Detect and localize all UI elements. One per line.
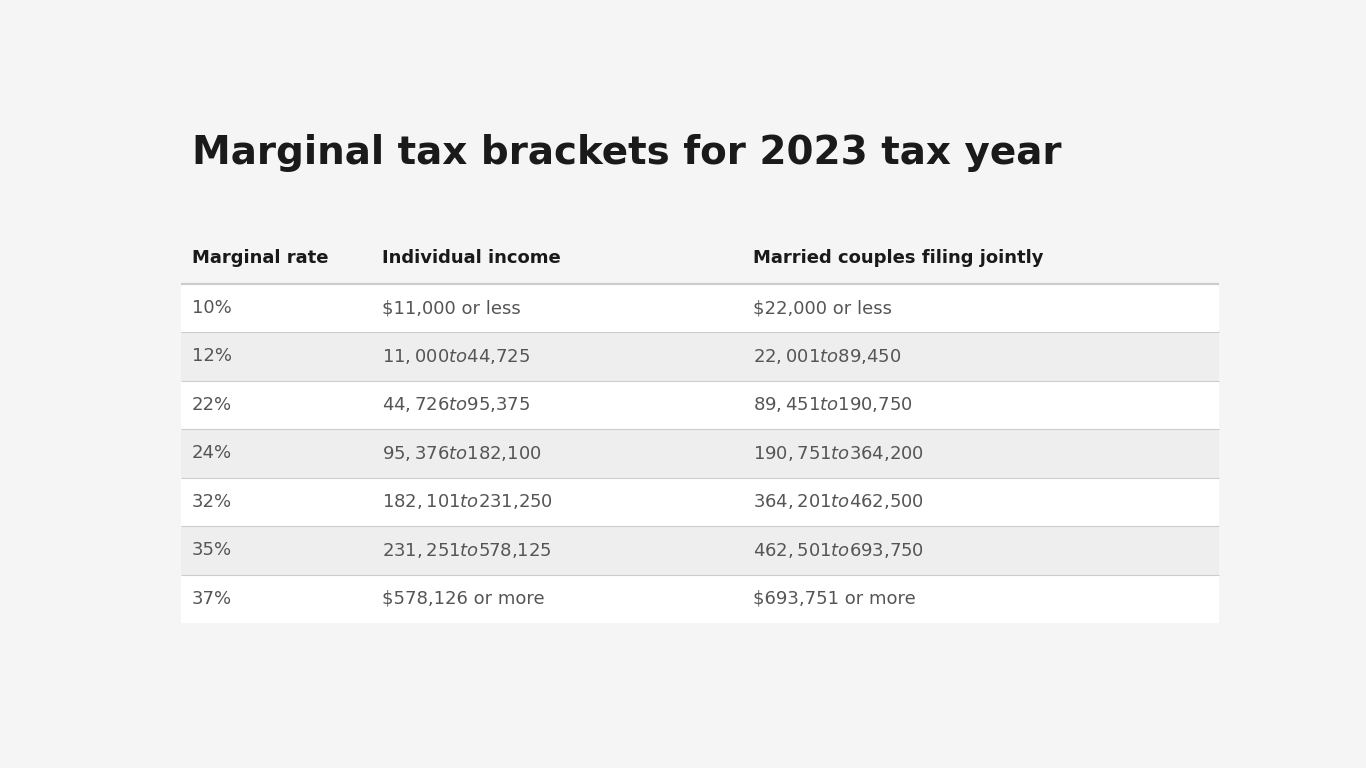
Text: Individual income: Individual income (382, 249, 561, 266)
Text: 22%: 22% (191, 396, 232, 414)
Text: $182,101 to $231,250: $182,101 to $231,250 (382, 492, 553, 511)
Text: 24%: 24% (191, 445, 232, 462)
Text: Marginal rate: Marginal rate (191, 249, 328, 266)
Text: 35%: 35% (191, 541, 232, 559)
Text: Married couples filing jointly: Married couples filing jointly (753, 249, 1044, 266)
Text: $693,751 or more: $693,751 or more (753, 590, 915, 608)
Text: $11,000 or less: $11,000 or less (382, 299, 522, 317)
FancyBboxPatch shape (182, 574, 1218, 623)
Text: $89,451 to $190,750: $89,451 to $190,750 (753, 396, 912, 415)
Text: $190,751 to $364,200: $190,751 to $364,200 (753, 444, 923, 463)
Text: $44,726 to $95,375: $44,726 to $95,375 (382, 396, 530, 415)
Text: 32%: 32% (191, 493, 232, 511)
Text: $11,000 to $44,725: $11,000 to $44,725 (382, 347, 530, 366)
Text: $462,501 to $693,750: $462,501 to $693,750 (753, 541, 923, 560)
Text: $22,001 to $89,450: $22,001 to $89,450 (753, 347, 902, 366)
Text: $231,251 to $578,125: $231,251 to $578,125 (382, 541, 552, 560)
FancyBboxPatch shape (182, 381, 1218, 429)
Text: 12%: 12% (191, 347, 232, 366)
FancyBboxPatch shape (182, 526, 1218, 574)
FancyBboxPatch shape (182, 333, 1218, 381)
Text: 37%: 37% (191, 590, 232, 608)
Text: Marginal tax brackets for 2023 tax year: Marginal tax brackets for 2023 tax year (191, 134, 1061, 171)
Text: $578,126 or more: $578,126 or more (382, 590, 545, 608)
Text: 10%: 10% (191, 299, 232, 317)
Text: $364,201 to $462,500: $364,201 to $462,500 (753, 492, 923, 511)
Text: $22,000 or less: $22,000 or less (753, 299, 892, 317)
Text: $95,376 to $182,100: $95,376 to $182,100 (382, 444, 542, 463)
FancyBboxPatch shape (182, 283, 1218, 333)
FancyBboxPatch shape (182, 429, 1218, 478)
FancyBboxPatch shape (182, 478, 1218, 526)
